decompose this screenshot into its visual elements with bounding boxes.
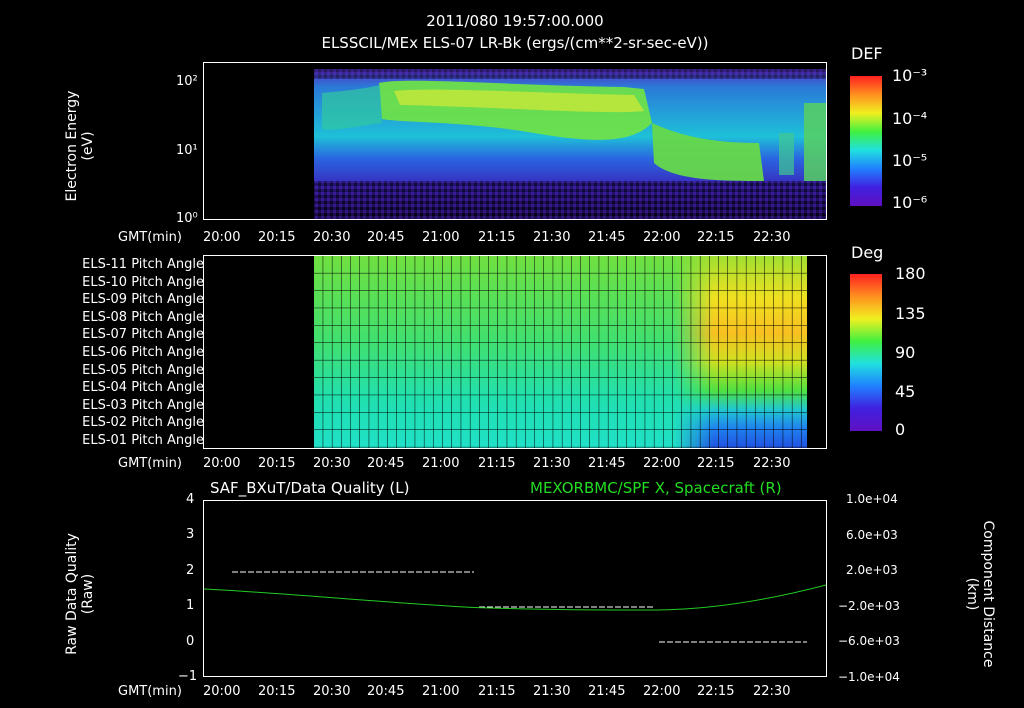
- def-colorbar-title: DEF: [851, 44, 883, 63]
- panel1-ylabel: Electron Energy (eV): [64, 90, 96, 202]
- x-axis-label: GMT(min): [118, 684, 182, 699]
- quality-distance-plot: [203, 500, 827, 677]
- x-ticks-panel3: 20:00 20:15 20:30 20:45 21:00 21:15 21:3…: [203, 684, 791, 699]
- right-tick-neg6e3: −6.0e+03: [838, 634, 900, 648]
- y-tick-10: 10¹: [176, 143, 198, 158]
- right-tick-neg1e4: −1.0e+04: [838, 670, 900, 684]
- deg-tick-45: 45: [895, 382, 916, 401]
- panel3-left-ylabel: Raw Data Quality (Raw): [64, 533, 96, 655]
- left-tick-3: 3: [186, 527, 195, 542]
- x-ticks-panel1: 20:00 20:15 20:30 20:45 21:00 21:15 21:3…: [203, 230, 791, 245]
- left-tick-neg1: −1: [178, 669, 198, 684]
- panel3-right-ylabel: Component Distance (km): [964, 520, 996, 668]
- def-tick-1e-4: 10⁻⁴: [892, 109, 928, 128]
- panel3-left-title: SAF_BXuT/Data Quality (L): [210, 479, 410, 497]
- pitch-angle-heatmap: [203, 255, 827, 449]
- row-label: ELS-10 Pitch Angle: [82, 274, 204, 290]
- deg-tick-180: 180: [895, 264, 926, 283]
- pitch-row-labels: ELS-11 Pitch Angle ELS-10 Pitch Angle EL…: [40, 256, 204, 450]
- def-tick-1e-3: 10⁻³: [892, 66, 928, 85]
- line-plot-canvas: [204, 571, 826, 643]
- row-label: ELS-07 Pitch Angle: [82, 327, 204, 343]
- row-label: ELS-08 Pitch Angle: [82, 309, 204, 325]
- def-colorbar: [850, 76, 882, 206]
- energy-spectrogram: [203, 62, 827, 220]
- y-tick-100: 10²: [176, 74, 198, 89]
- x-ticks-panel2: 20:00 20:15 20:30 20:45 21:00 21:15 21:3…: [203, 456, 791, 471]
- left-tick-4: 4: [186, 492, 195, 507]
- deg-tick-135: 135: [895, 304, 926, 323]
- row-label: ELS-05 Pitch Angle: [82, 362, 204, 378]
- right-tick-1e4: 1.0e+04: [846, 492, 898, 506]
- plot-title: ELSSCIL/MEx ELS-07 LR-Bk (ergs/(cm**2-sr…: [321, 34, 709, 52]
- left-tick-1: 1: [186, 598, 195, 613]
- spectrogram-canvas: [314, 69, 826, 219]
- right-tick-6e3: 6.0e+03: [846, 528, 898, 542]
- x-axis-label: GMT(min): [118, 230, 182, 245]
- deg-colorbar: [850, 274, 882, 431]
- row-label: ELS-01 Pitch Angle: [82, 432, 204, 448]
- right-tick-2e3: 2.0e+03: [846, 563, 898, 577]
- panel3-right-title: MEXORBMC/SPF X, Spacecraft (R): [530, 479, 782, 497]
- row-label: ELS-04 Pitch Angle: [82, 380, 204, 396]
- deg-tick-90: 90: [895, 343, 916, 362]
- deg-tick-0: 0: [895, 420, 906, 439]
- row-label: ELS-11 Pitch Angle: [82, 257, 204, 272]
- row-label: ELS-06 Pitch Angle: [82, 344, 204, 360]
- left-tick-0: 0: [186, 634, 195, 649]
- def-tick-1e-6: 10⁻⁶: [892, 193, 928, 212]
- def-tick-1e-5: 10⁻⁵: [892, 151, 928, 170]
- row-label: ELS-09 Pitch Angle: [82, 292, 204, 308]
- x-axis-label: GMT(min): [118, 456, 182, 471]
- row-label: ELS-02 Pitch Angle: [82, 415, 204, 431]
- y-tick-1: 10⁰: [176, 211, 198, 226]
- deg-colorbar-title: Deg: [851, 243, 884, 262]
- pitch-angle-canvas: [314, 256, 807, 448]
- right-tick-neg2e3: −2.0e+03: [838, 599, 900, 613]
- row-label: ELS-03 Pitch Angle: [82, 397, 204, 413]
- plot-timestamp: 2011/080 19:57:00.000: [426, 12, 604, 30]
- left-tick-2: 2: [186, 563, 195, 578]
